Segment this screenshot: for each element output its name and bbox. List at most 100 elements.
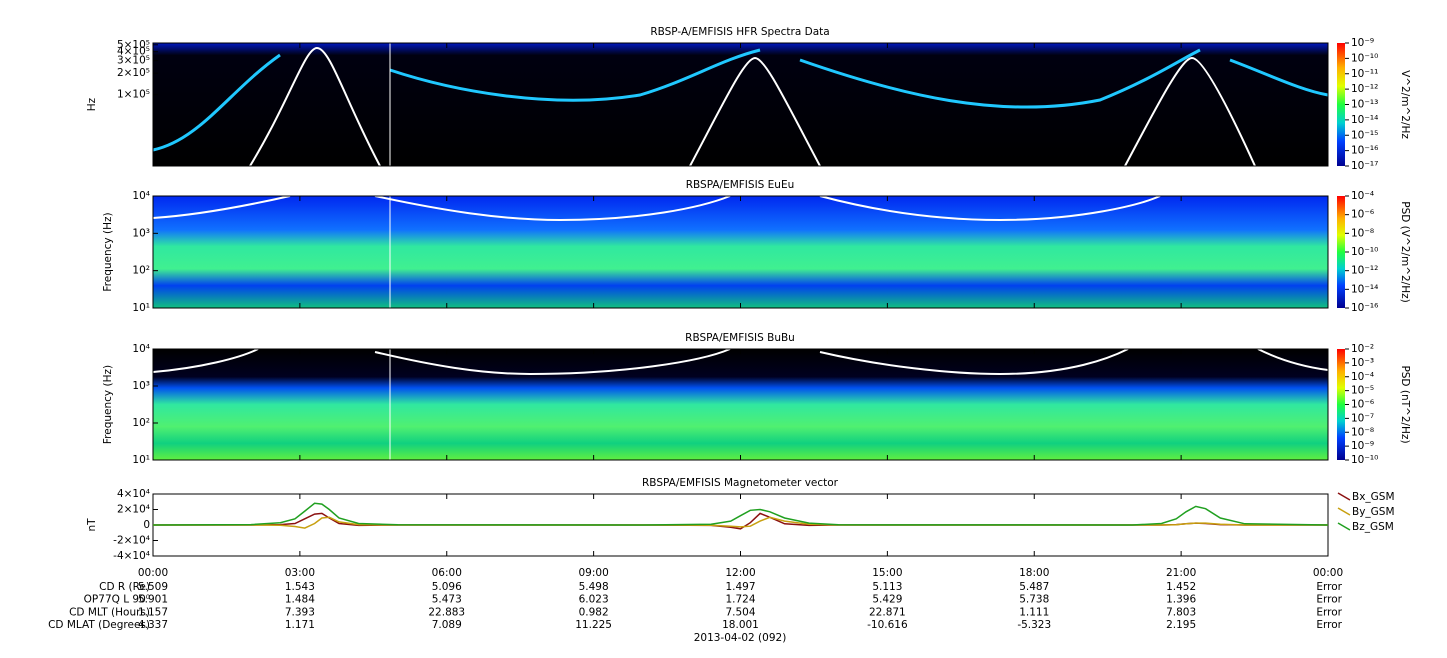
colorbar-tick-label: 10⁻¹⁴ (1351, 283, 1378, 295)
colorbar-tick-label: 10⁻¹⁴ (1351, 114, 1378, 126)
x-tick-label: 06:00 (432, 567, 462, 579)
legend-swatch (1337, 507, 1351, 516)
model-curve (152, 348, 1329, 376)
colorbar-tick-label: 10⁻² (1351, 343, 1374, 355)
colorbars (1337, 43, 1345, 460)
y-tick-label: 10⁴ (132, 190, 150, 202)
y-tick-label: 5×10⁵ (117, 39, 150, 51)
y-tick-label: 10¹ (132, 302, 150, 314)
colorbar (1337, 196, 1345, 308)
spectrogram-images (152, 43, 1329, 460)
colorbar-tick-label: 10⁻¹³ (1351, 99, 1378, 111)
x-tick-label: 09:00 (578, 567, 608, 579)
y-tick-label: -2×10⁴ (113, 535, 150, 547)
ephemeris-value: 5.096 (432, 581, 462, 593)
colorbar-tick-label: 10⁻⁸ (1351, 426, 1374, 438)
ephemeris-label: CD MLAT (Degrees) (48, 619, 150, 631)
colorbar-tick-label: 10⁻¹⁰ (1351, 454, 1378, 466)
ephemeris-value: Error (1316, 594, 1342, 606)
y-tick-label: 4×10⁵ (117, 46, 150, 58)
date-label: 2013-04-02 (092) (694, 632, 787, 644)
colorbar-tick-label: 10⁻¹² (1351, 265, 1378, 277)
colorbar-tick-label: 10⁻⁴ (1351, 371, 1374, 383)
ephemeris-value: 7.504 (725, 606, 755, 618)
y-tick-label: 10⁴ (132, 343, 150, 355)
x-tick-label: 00:00 (1313, 567, 1343, 579)
y-tick-label: 10² (132, 265, 150, 277)
ephemeris-value: 5.509 (138, 581, 168, 593)
ephemeris-value: 1.724 (725, 594, 755, 606)
y-tick-label: 0 (143, 519, 150, 531)
ephemeris-value: 5.901 (138, 594, 168, 606)
ephemeris-value: 2.195 (1166, 619, 1196, 631)
y-tick-label: 10³ (132, 380, 150, 392)
series-line (152, 502, 1329, 526)
legend-label: By_GSM (1352, 506, 1395, 518)
ephemeris-value: 11.225 (575, 619, 612, 631)
colorbar-tick-label: 10⁻⁶ (1351, 399, 1374, 411)
legend-label: Bz_GSM (1352, 521, 1394, 533)
y-tick-label: -4×10⁴ (113, 550, 150, 562)
ephemeris-value: 5.429 (872, 594, 902, 606)
emission-band (152, 48, 1329, 152)
model-curve (249, 46, 1256, 167)
x-tick-label: 00:00 (138, 567, 168, 579)
y-axis-label: nT (86, 518, 98, 532)
panel-title: RBSPA/EMFISIS EuEu (686, 179, 795, 191)
ephemeris-value: 5.473 (432, 594, 462, 606)
colorbar-tick-label: 10⁻⁹ (1351, 440, 1374, 452)
ephemeris-value: 1.484 (285, 594, 315, 606)
colorbar-tick-label: 10⁻⁶ (1351, 209, 1374, 221)
y-tick-label: 10² (132, 417, 150, 429)
colorbar-tick-label: 10⁻¹⁵ (1351, 129, 1378, 141)
ephemeris-value: Error (1316, 619, 1342, 631)
ephemeris-label: OP77Q L 90⁰ (84, 594, 150, 606)
ephemeris-value: 1.497 (725, 581, 755, 593)
ephemeris-value: -5.323 (1017, 619, 1051, 631)
ephemeris-value: -10.616 (867, 619, 908, 631)
ephemeris-value: 6.023 (579, 594, 609, 606)
y-axis-label: Frequency (Hz) (102, 212, 114, 291)
colorbar-tick-label: 10⁻¹⁷ (1351, 160, 1378, 172)
ephemeris-value: 5.498 (579, 581, 609, 593)
ephemeris-value: Error (1316, 606, 1342, 618)
colorbar-tick-label: 10⁻¹⁰ (1351, 246, 1378, 258)
colorbar-tick-label: 10⁻¹⁶ (1351, 145, 1378, 157)
x-tick-label: 21:00 (1166, 567, 1196, 579)
x-tick-label: 03:00 (285, 567, 315, 579)
ephemeris-value: 22.883 (428, 606, 465, 618)
colorbar-tick-label: 10⁻⁸ (1351, 227, 1374, 239)
ephemeris-label: CD MLT (Hours) (69, 606, 150, 618)
ephemeris-value: 5.487 (1019, 581, 1049, 593)
series-line (153, 516, 1328, 529)
colorbar-tick-label: 10⁻³ (1351, 357, 1374, 369)
colorbar-tick-label: 10⁻¹⁰ (1351, 52, 1378, 64)
ephemeris-value: 5.738 (1019, 594, 1049, 606)
panel-title: RBSPA/EMFISIS BuBu (685, 332, 795, 344)
x-tick-label: 12:00 (725, 567, 755, 579)
legend-label: Bx_GSM (1352, 491, 1395, 503)
spectrogram-3 (153, 349, 1328, 460)
spectrogram-1 (153, 43, 1328, 166)
colorbar-label: V^2/m^2/Hz (1399, 70, 1411, 139)
ephemeris-value: 7.393 (285, 606, 315, 618)
y-tick-label: 4×10⁴ (117, 488, 150, 500)
colorbar-label: PSD (nT^2/Hz) (1399, 365, 1411, 443)
model-curve (152, 195, 1161, 222)
y-axis-label: Hz (86, 97, 98, 111)
spectrogram-2 (153, 196, 1328, 308)
ephemeris-value: 22.871 (869, 606, 906, 618)
ephemeris-value: 7.803 (1166, 606, 1196, 618)
ephemeris-value: 5.113 (872, 581, 902, 593)
colorbar (1337, 43, 1345, 166)
ephemeris-value: 1.157 (138, 606, 168, 618)
x-tick-label: 18:00 (1019, 567, 1049, 579)
colorbar (1337, 349, 1345, 460)
y-tick-label: 2×10⁵ (117, 67, 150, 79)
ephemeris-value: 7.089 (432, 619, 462, 631)
ephemeris-value: 1.396 (1166, 594, 1196, 606)
y-tick-label: 10¹ (132, 454, 150, 466)
colorbar-label: PSD (V^2/m^2/Hz) (1399, 201, 1411, 302)
ephemeris-value: 1.171 (285, 619, 315, 631)
